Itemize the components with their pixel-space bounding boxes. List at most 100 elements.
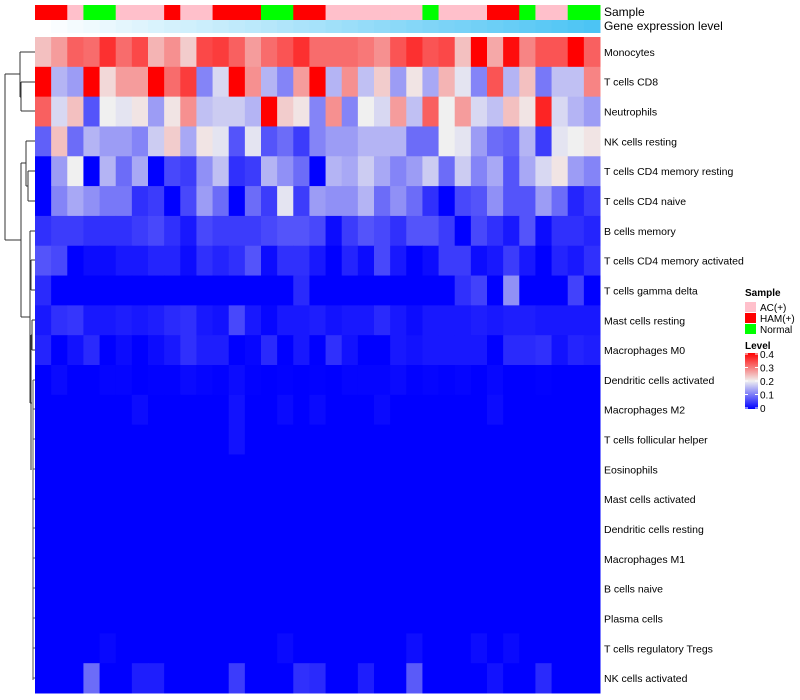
heatmap-cell <box>164 543 181 575</box>
heatmap-cell <box>325 543 343 575</box>
heatmap-cell <box>277 603 294 634</box>
heatmap-cell <box>567 514 585 545</box>
row-label: Macrophages M2 <box>604 405 685 417</box>
heatmap-cell <box>180 245 197 277</box>
heatmap-cell <box>131 96 149 127</box>
heatmap-cell <box>374 543 391 575</box>
heatmap-cell <box>244 305 262 336</box>
heatmap-cell <box>325 275 343 306</box>
heatmap-cell <box>341 573 359 605</box>
heatmap-cell <box>148 37 165 68</box>
heatmap-cell <box>487 484 504 515</box>
heatmap-cell <box>357 454 375 485</box>
heatmap-cell <box>196 603 214 634</box>
heatmap-cell <box>293 156 310 187</box>
heatmap-cell <box>67 96 84 127</box>
heatmap-cell <box>374 424 391 455</box>
heatmap-cell <box>406 37 423 68</box>
heatmap-cell <box>180 186 197 217</box>
heatmap-cell <box>438 37 456 68</box>
heatmap-cell <box>99 37 117 68</box>
heatmap-cell <box>180 603 197 634</box>
heatmap-cell <box>454 66 472 98</box>
heatmap-cell <box>374 514 391 545</box>
heatmap-cell <box>293 454 310 485</box>
heatmap-cell <box>228 37 246 68</box>
heatmap-cell <box>309 66 327 98</box>
heatmap-cell <box>277 484 294 515</box>
dendrogram-branch <box>20 162 30 318</box>
heatmap-cell <box>454 633 472 664</box>
heatmap-cell <box>374 633 391 664</box>
heatmap-cell <box>212 603 230 634</box>
heatmap-cell <box>228 96 246 127</box>
heatmap-cell <box>35 454 52 485</box>
heatmap-cell <box>325 245 343 277</box>
heatmap-cell <box>422 365 440 396</box>
heatmap-cell <box>551 245 569 277</box>
heatmap-cell <box>438 275 456 306</box>
heatmap-cell <box>115 424 133 455</box>
heatmap-cell <box>67 663 84 694</box>
heatmap-cell <box>551 156 569 187</box>
heatmap-cell <box>374 245 391 277</box>
row-label: NK cells activated <box>604 673 688 685</box>
heatmap-cell <box>196 186 214 217</box>
heatmap-cell <box>422 156 440 187</box>
heatmap-cell <box>567 305 585 336</box>
heatmap-cell <box>67 394 84 426</box>
heatmap-cell <box>180 305 197 336</box>
heatmap-cell <box>406 603 423 634</box>
heatmap-cell <box>212 156 230 187</box>
gene-expression-cell <box>325 20 343 33</box>
heatmap-cell <box>503 126 520 157</box>
heatmap-cell <box>293 126 310 157</box>
heatmap-cell <box>244 335 262 366</box>
heatmap-cell <box>341 365 359 396</box>
heatmap-cell <box>261 394 278 426</box>
heatmap-cell <box>551 573 569 605</box>
heatmap-cell <box>503 305 520 336</box>
heatmap-cell <box>470 275 488 306</box>
heatmap-cell <box>180 156 197 187</box>
heatmap-cell <box>35 335 52 366</box>
heatmap-cell <box>99 335 117 366</box>
heatmap-cell <box>503 573 520 605</box>
heatmap-cell <box>83 663 101 694</box>
heatmap-cell <box>438 156 456 187</box>
heatmap-cell <box>244 484 262 515</box>
gene-expression-cell <box>390 20 407 33</box>
heatmap-cell <box>309 186 327 217</box>
heatmap-cell <box>357 37 375 68</box>
sample-annotation-cell <box>35 5 52 20</box>
heatmap-cell <box>422 573 440 605</box>
heatmap-cell <box>454 573 472 605</box>
gene-expression-cell <box>551 20 569 33</box>
heatmap-cell <box>422 215 440 247</box>
heatmap-cell <box>212 633 230 664</box>
heatmap-cell <box>244 603 262 634</box>
heatmap-cell <box>535 514 553 545</box>
heatmap-cell <box>51 66 68 98</box>
gene-expression-cell <box>454 20 472 33</box>
heatmap-cell <box>438 484 456 515</box>
sample-annotation-cell <box>180 5 197 20</box>
heatmap-cell <box>374 335 391 366</box>
heatmap-cell <box>325 66 343 98</box>
sample-annotation-cell <box>406 5 423 20</box>
heatmap-cell <box>83 603 101 634</box>
heatmap-cell <box>406 66 423 98</box>
sample-annotation-cell <box>196 5 214 20</box>
heatmap-cell <box>519 543 536 575</box>
heatmap-cell <box>406 156 423 187</box>
heatmap-cell <box>228 305 246 336</box>
heatmap-cell <box>99 633 117 664</box>
gene-expression-cell <box>422 20 440 33</box>
heatmap-cell <box>309 543 327 575</box>
heatmap-cell <box>470 96 488 127</box>
heatmap-cell <box>277 573 294 605</box>
heatmap-cell <box>196 66 214 98</box>
heatmap-cell <box>583 514 601 545</box>
heatmap-cell <box>454 305 472 336</box>
heatmap-cell <box>83 335 101 366</box>
